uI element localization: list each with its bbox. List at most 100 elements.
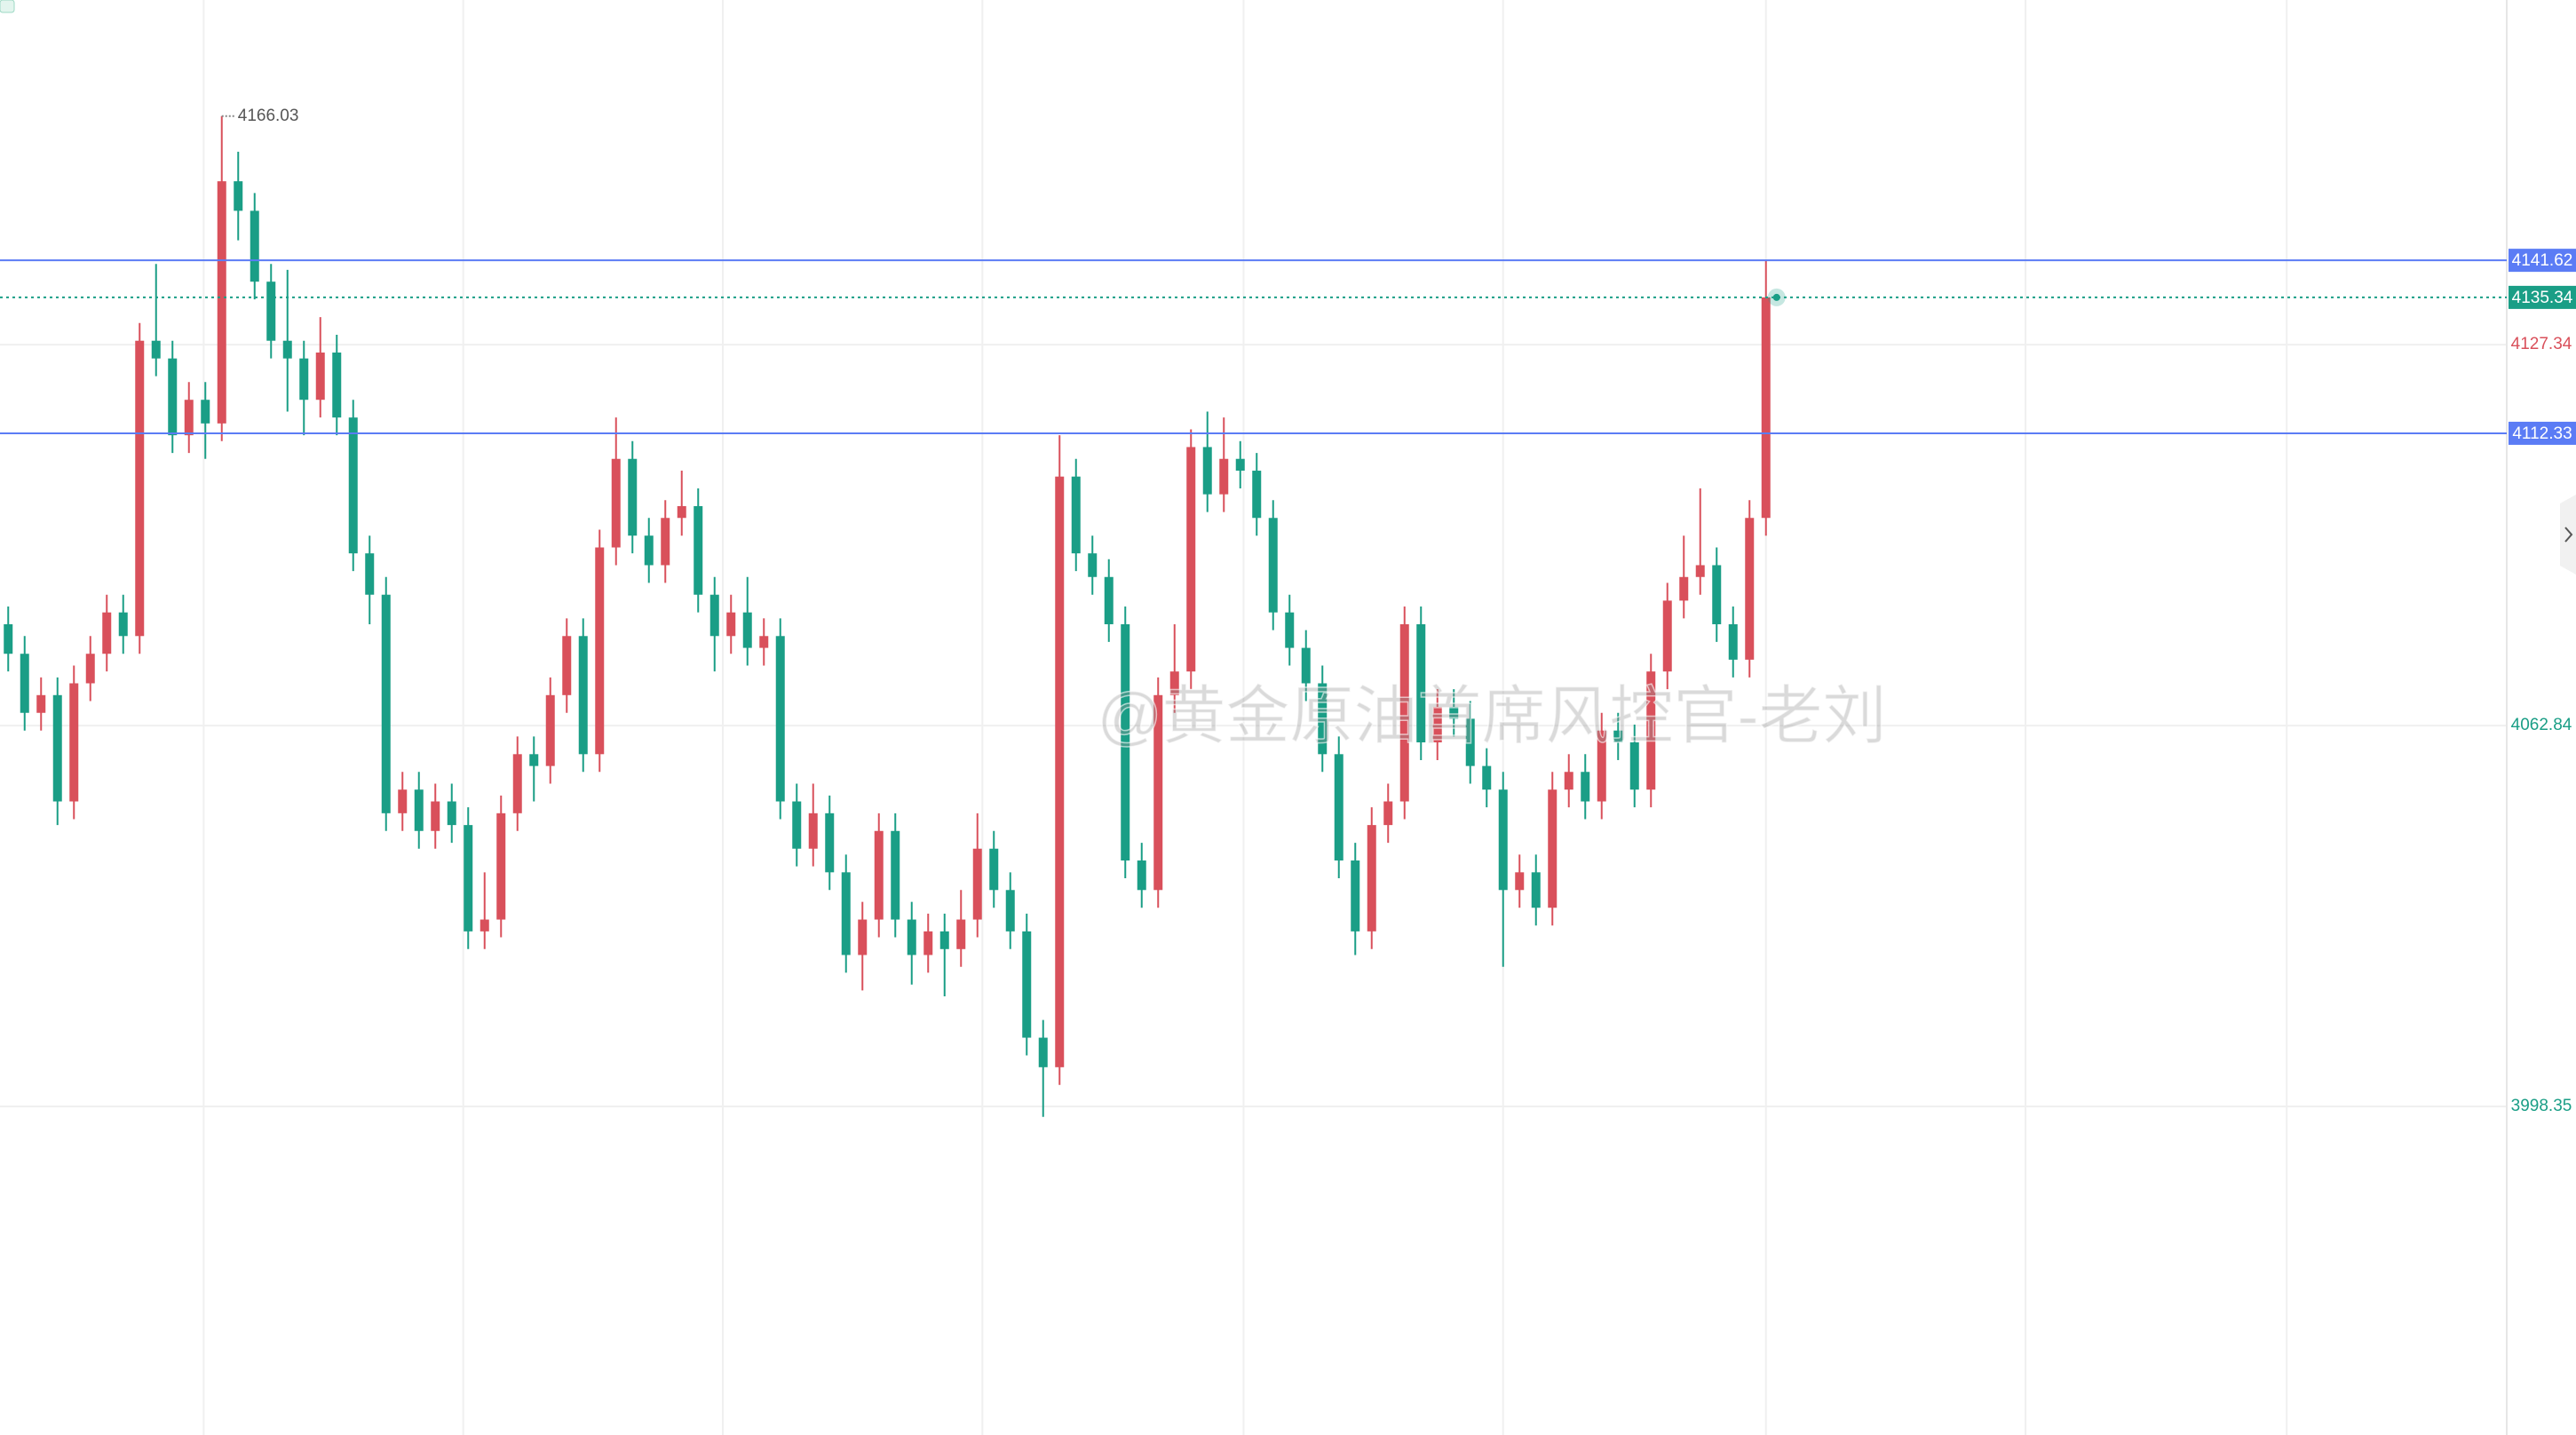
candle-body [858,919,868,955]
candle-body [184,400,194,436]
y-tick-label: 4127.34 [2511,335,2572,353]
candle-body [578,636,588,755]
candle-body [742,612,752,648]
candle-body [315,353,325,400]
candle-body [1367,825,1376,932]
candle-body [381,594,391,813]
candle-body [348,417,358,554]
candle-body [1629,742,1639,790]
grid [0,0,2507,1435]
candle-body [1285,612,1295,648]
candle-body [595,547,605,755]
candle-body [69,683,79,802]
candle-body [168,358,178,436]
candle-body [1548,789,1557,908]
candle-body [808,813,818,849]
candle-body [1498,789,1508,891]
candle-body [1022,931,1032,1038]
candle-body [529,754,539,766]
candle-body [36,694,46,713]
candle-body [726,612,736,637]
candle-body [85,654,95,684]
candle-body [1745,518,1755,660]
candle-body [1449,707,1459,719]
candle-body [759,636,769,648]
candle-body [792,801,802,849]
y-tick-label: 4062.84 [2511,716,2572,734]
candle-body [1695,565,1705,577]
candle-body [1646,671,1656,790]
candle-body [464,825,473,932]
candle-body [447,801,456,826]
candle-body [1399,623,1409,802]
candle-body [1137,860,1146,891]
candle-body [989,848,999,891]
candle-body [956,919,966,949]
candle-body [907,919,916,955]
candle-body [480,919,489,932]
candle-body [217,181,226,424]
candle-body [135,340,145,637]
candle-body [1169,671,1179,695]
candle-body [20,654,29,713]
candle-body [661,518,670,566]
candle-body [118,612,128,637]
candle-body [1728,623,1738,660]
candle-body [1268,518,1278,613]
candle-body [1153,694,1163,891]
scroll-button[interactable] [2560,495,2576,575]
candle-body [1202,447,1212,495]
candle-body [1121,623,1130,861]
candle-body [545,694,555,766]
candles [4,115,1771,1117]
candle-body [414,789,424,831]
candle-body [496,813,506,920]
candle-body [52,694,62,802]
candle-body [1334,754,1343,861]
candle-body [1186,447,1196,672]
candle-body [365,553,375,595]
candle-body [512,754,522,813]
candle-body [4,623,13,654]
candle-body [562,636,572,695]
candle-body [266,281,276,341]
candle-body [611,458,621,548]
candle-body [775,636,785,802]
price-level-label: 4135.34 [2512,289,2573,307]
watermark: @黄金原油首席风控官-老刘 [1097,681,1886,752]
candle-body [1465,718,1475,766]
corner-badge [0,0,15,13]
candle-body [891,830,900,920]
price-level-label: 4112.33 [2512,424,2572,443]
candle-body [1383,801,1393,826]
high-label: 4166.03 [238,107,299,125]
price-level-box [2509,421,2576,445]
candle-body [677,505,686,519]
candle-body [332,353,342,418]
candle-body [694,505,703,595]
candle-body [1219,458,1229,495]
last-price-dot [1772,293,1780,301]
candle-body [1662,600,1672,672]
candle-body [1581,772,1590,802]
price-level-box [2509,285,2576,309]
candle-body [282,340,292,359]
candle-body [201,400,210,424]
candle-body [1235,458,1245,472]
candle-body [825,813,835,873]
candle-body [102,612,112,654]
candle-body [1712,565,1722,624]
y-tick-label: 3998.35 [2511,1097,2572,1115]
candle-body [250,210,259,282]
candle-body [709,594,719,637]
candle-body [1416,623,1426,743]
price-level-label: 4141.62 [2512,251,2573,270]
candle-body [1531,872,1541,908]
candle-body [299,358,309,400]
chevron-icon [2564,527,2573,543]
candle-body [628,458,638,536]
candle-body [1597,730,1606,802]
candle-body [923,931,933,955]
